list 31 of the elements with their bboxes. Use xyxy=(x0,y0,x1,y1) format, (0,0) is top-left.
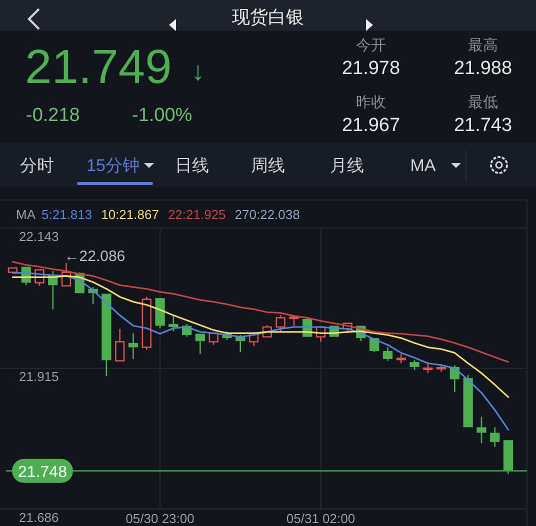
text: 周线 xyxy=(251,156,285,175)
text: MA xyxy=(410,156,436,175)
text: 21.978 xyxy=(342,58,400,79)
text: 21.988 xyxy=(454,58,512,79)
text: 分时 xyxy=(20,156,54,175)
text: 10:21.867 xyxy=(101,207,159,222)
text: 月线 xyxy=(330,156,364,175)
x-tick-label: 05/30 23:00 xyxy=(126,511,194,526)
text: 22:21.925 xyxy=(168,207,226,222)
text: 最高 xyxy=(468,37,498,54)
y-tick-label: 22.143 xyxy=(19,229,59,244)
text: 日线 xyxy=(175,156,209,175)
x-tick-label: 05/31 02:00 xyxy=(286,511,356,526)
text: -1.00% xyxy=(132,105,192,126)
legend-title: MA xyxy=(16,207,36,222)
text: 最低 xyxy=(468,94,498,111)
text: 21.967 xyxy=(342,115,400,136)
chart-title: 现货白银 xyxy=(232,7,304,27)
text: -0.218 xyxy=(26,105,80,126)
text: 270:22.038 xyxy=(234,207,300,222)
text: 21.749 xyxy=(25,41,172,94)
text: 15分钟 xyxy=(86,156,140,175)
text: 今开 xyxy=(356,37,386,54)
text: 21.743 xyxy=(454,115,512,136)
annotation: ←22.086 xyxy=(64,248,126,266)
ref-line-label: 21.748 xyxy=(18,464,68,481)
y-tick-label: 21.686 xyxy=(19,510,59,525)
text: 昨收 xyxy=(356,94,386,111)
text: 5:21.813 xyxy=(42,207,92,222)
y-tick-label: 21.915 xyxy=(19,369,59,384)
text: ↓ xyxy=(192,56,204,86)
